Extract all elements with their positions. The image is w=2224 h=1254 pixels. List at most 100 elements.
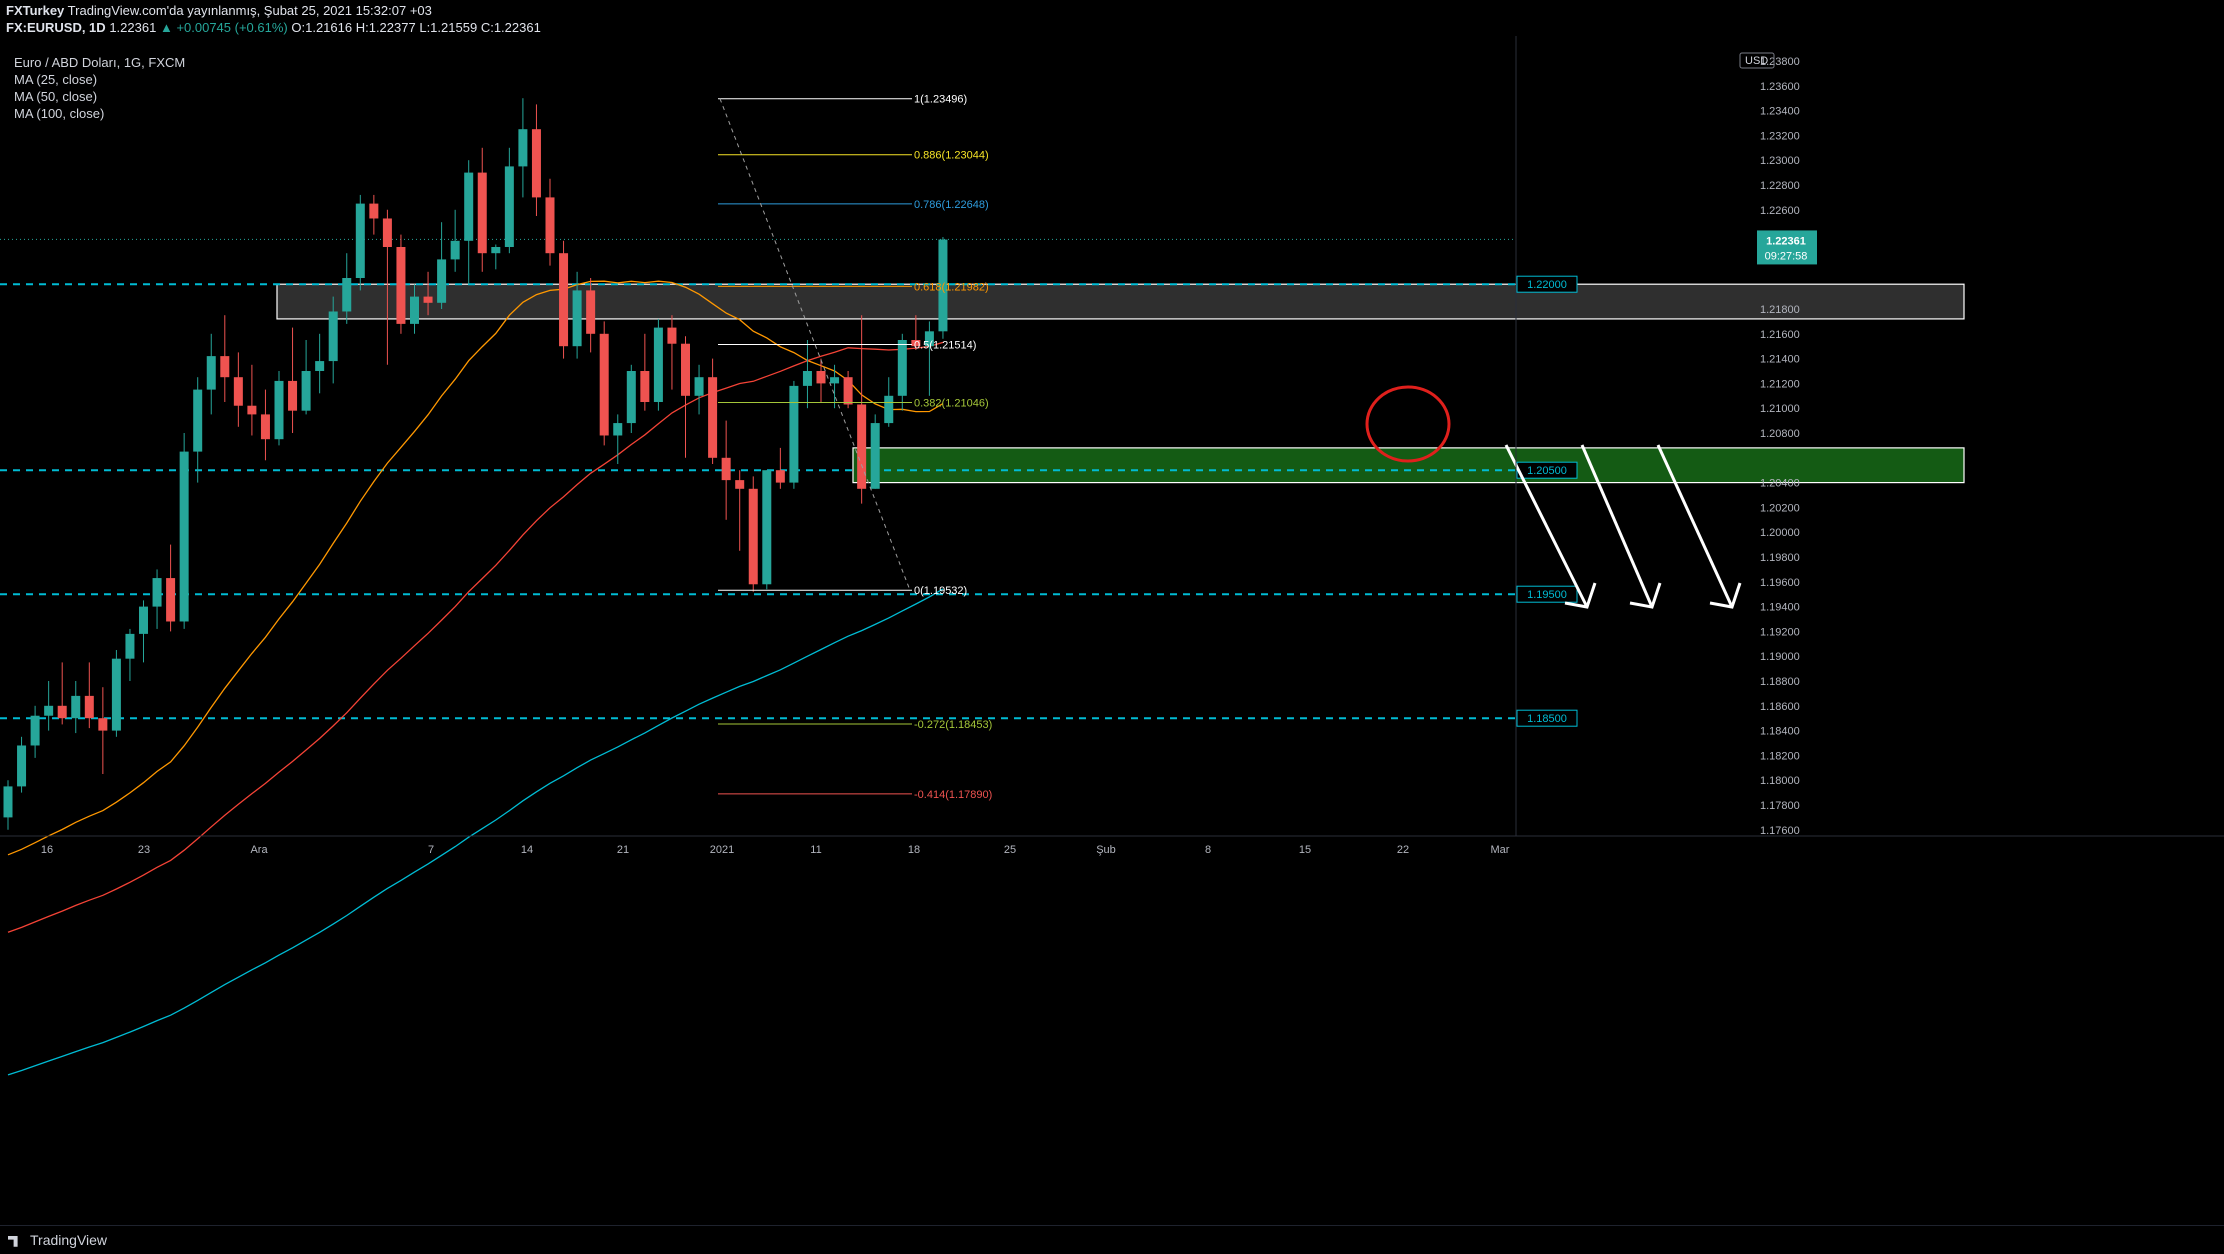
candle-body <box>518 129 528 167</box>
price-tick-label: 1.21400 <box>1760 354 1800 366</box>
time-tick-label: 25 <box>1004 844 1016 856</box>
fib-level-label: -0.272(1.18453) <box>914 719 992 731</box>
candle-body <box>355 203 365 278</box>
candle-body <box>694 377 704 396</box>
down-arrow-head <box>1564 582 1597 609</box>
candle-body <box>748 488 758 585</box>
down-arrow-line <box>1504 444 1589 608</box>
level-label: 1.20500 <box>1527 465 1567 477</box>
last-price-label: 1.22361 <box>1766 235 1806 247</box>
down-arrow-head <box>1629 582 1662 609</box>
legend-ma25[interactable]: MA (25, close) <box>14 72 98 87</box>
candle-body <box>98 718 108 731</box>
fib-level-label: 0.382(1.21046) <box>914 397 989 409</box>
candle-body <box>179 451 189 622</box>
price-tick-label: 1.23800 <box>1760 56 1800 68</box>
candle-body <box>464 172 474 241</box>
tradingview-brand: TradingView <box>30 1232 108 1248</box>
ohlc-close: C:1.22361 <box>480 20 541 35</box>
candle-body <box>911 340 921 347</box>
candle-body <box>586 290 596 334</box>
price-change: +0.00745 (+0.61%) <box>176 20 288 35</box>
time-tick-label: Şub <box>1096 844 1116 856</box>
price-tick-label: 1.23200 <box>1760 130 1800 142</box>
candle-body <box>396 247 406 324</box>
published-text: TradingView.com'da yayınlanmış, Şubat 25… <box>67 3 432 18</box>
currency-box <box>1739 52 1775 69</box>
price-tick-label: 1.19800 <box>1760 552 1800 564</box>
price-tick-label: 1.17600 <box>1760 825 1800 837</box>
header-bar: FXTurkey TradingView.com'da yayınlanmış,… <box>0 0 2224 36</box>
candle-body <box>44 705 54 716</box>
candle-body <box>166 578 176 622</box>
level-label: 1.22000 <box>1527 279 1567 291</box>
price-tick-label: 1.20400 <box>1760 478 1800 490</box>
support-zone <box>852 447 1965 484</box>
candle-body <box>410 296 419 324</box>
candle-body <box>274 380 284 440</box>
fib-level-label: -0.414(1.17890) <box>914 789 992 801</box>
candle-body <box>504 166 514 247</box>
price-chart[interactable]: 1.22000 1.20500 1.19500 1.18500 1(1.23496) 0… <box>0 36 2224 1235</box>
level-label: 1.19500 <box>1527 589 1567 601</box>
price-tick-label: 1.18000 <box>1760 775 1800 787</box>
legend-ma50[interactable]: MA (50, close) <box>14 89 98 104</box>
candle-body <box>816 371 826 384</box>
symbol-name[interactable]: FX:EURUSD, 1D <box>6 20 106 35</box>
price-tick-label: 1.19400 <box>1760 602 1800 614</box>
candle-body <box>924 331 934 347</box>
time-tick-label: 7 <box>428 844 434 856</box>
tradingview-icon <box>8 1235 18 1247</box>
candle-body <box>884 395 894 424</box>
candle-body <box>531 129 541 198</box>
candle-body <box>206 356 216 390</box>
candle-body <box>653 327 663 402</box>
level-label-box <box>1516 709 1578 727</box>
candle-body <box>288 380 298 411</box>
candle-body <box>545 197 555 254</box>
tradingview-logo[interactable]: TradingView <box>8 1232 107 1248</box>
candle-body <box>830 377 840 384</box>
candle-body <box>938 239 948 332</box>
ohlc-high: H:1.22377 <box>355 20 416 35</box>
down-arrow-line <box>1580 444 1654 608</box>
candle-body <box>369 203 379 219</box>
candle-body <box>667 327 677 344</box>
currency-label: USD <box>1745 55 1768 67</box>
candle-body <box>193 389 203 452</box>
candle-body <box>450 240 460 260</box>
candle-body <box>721 457 731 481</box>
candle-body <box>71 695 81 719</box>
price-tick-label: 1.22600 <box>1760 205 1800 217</box>
fib-level-label: 0(1.19532) <box>914 585 967 597</box>
publisher-name[interactable]: FXTurkey <box>6 3 65 18</box>
time-tick-label: 14 <box>521 844 533 856</box>
candle-body <box>491 247 501 254</box>
price-tick-label: 1.21600 <box>1760 329 1800 341</box>
price-tick-label: 1.20800 <box>1760 428 1800 440</box>
ohlc-low: L:1.21559 <box>419 20 478 35</box>
candle-body <box>802 371 812 386</box>
candle-body <box>30 715 40 746</box>
candle-body <box>843 377 853 405</box>
candle-body <box>599 333 609 436</box>
breakout-circle <box>1365 385 1451 463</box>
price-tick-label: 1.23600 <box>1760 81 1800 93</box>
candle-body <box>775 470 785 483</box>
price-tick-label: 1.23400 <box>1760 106 1800 118</box>
time-tick-label: 8 <box>1205 844 1211 856</box>
candle-body <box>301 371 311 411</box>
candle-body <box>3 786 13 818</box>
candle-body <box>328 311 338 362</box>
price-tick-label: 1.18400 <box>1760 726 1800 738</box>
price-tick-label: 1.21800 <box>1760 304 1800 316</box>
price-tick-label: 1.18200 <box>1760 750 1800 762</box>
price-tick-label: 1.20000 <box>1760 527 1800 539</box>
candle-body <box>233 377 243 406</box>
candle-body <box>870 423 880 489</box>
price-tick-label: 1.19600 <box>1760 577 1800 589</box>
candle-body <box>708 377 718 458</box>
price-tick-label: 1.22800 <box>1760 180 1800 192</box>
legend-ma100[interactable]: MA (100, close) <box>14 106 105 121</box>
candle-body <box>897 340 907 396</box>
